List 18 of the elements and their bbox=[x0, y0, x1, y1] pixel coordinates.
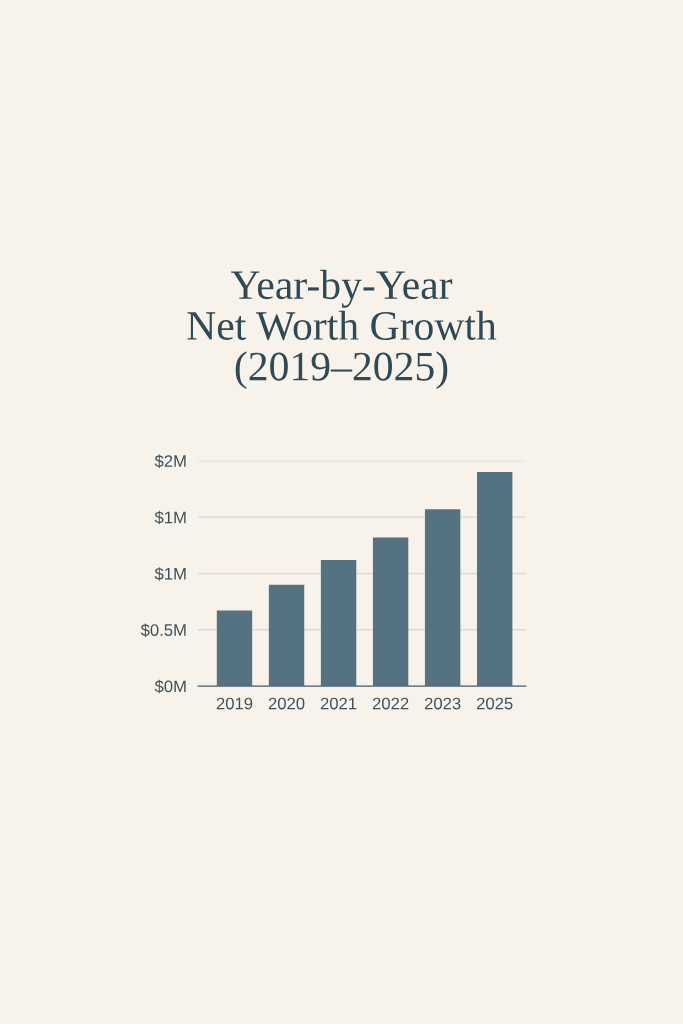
x-tick-label: 2023 bbox=[424, 697, 461, 710]
chart-title: Year-by-Year Net Worth Growth (2019–2025) bbox=[187, 269, 497, 390]
bar bbox=[476, 472, 513, 687]
y-tick-label: $0M bbox=[154, 679, 186, 694]
y-tick-label: $1M bbox=[154, 510, 186, 525]
bar bbox=[216, 610, 253, 687]
x-tick-label: 2021 bbox=[320, 697, 357, 710]
x-tick-label: 2025 bbox=[476, 697, 513, 710]
y-tick-label: $2M bbox=[154, 454, 186, 468]
bar bbox=[372, 537, 409, 687]
bar bbox=[320, 559, 357, 687]
x-tick-label: 2020 bbox=[268, 697, 305, 710]
bar bbox=[424, 509, 461, 687]
bar bbox=[268, 584, 305, 687]
y-tick-label: $1M bbox=[154, 567, 186, 581]
x-tick-label: 2022 bbox=[372, 697, 409, 710]
x-tick-label: 2019 bbox=[216, 697, 253, 710]
y-tick-label: $0.5M bbox=[140, 623, 186, 637]
